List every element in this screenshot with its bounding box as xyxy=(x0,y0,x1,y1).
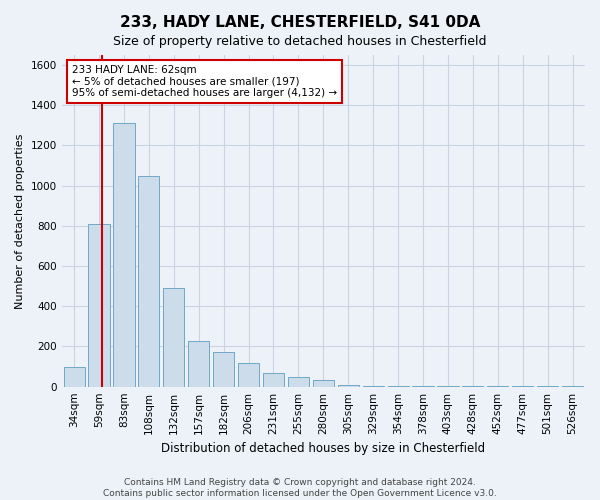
Bar xyxy=(188,342,209,386)
Text: 233 HADY LANE: 62sqm
← 5% of detached houses are smaller (197)
95% of semi-detac: 233 HADY LANE: 62sqm ← 5% of detached ho… xyxy=(72,65,337,98)
Bar xyxy=(263,372,284,386)
Bar xyxy=(238,362,259,386)
Bar xyxy=(113,124,134,386)
Y-axis label: Number of detached properties: Number of detached properties xyxy=(15,133,25,308)
Bar xyxy=(64,366,85,386)
X-axis label: Distribution of detached houses by size in Chesterfield: Distribution of detached houses by size … xyxy=(161,442,485,455)
Bar xyxy=(213,352,234,386)
Bar xyxy=(163,288,184,386)
Bar xyxy=(313,380,334,386)
Text: Size of property relative to detached houses in Chesterfield: Size of property relative to detached ho… xyxy=(113,35,487,48)
Bar xyxy=(88,224,110,386)
Bar xyxy=(288,376,309,386)
Text: Contains HM Land Registry data © Crown copyright and database right 2024.
Contai: Contains HM Land Registry data © Crown c… xyxy=(103,478,497,498)
Bar xyxy=(338,384,359,386)
Bar xyxy=(138,176,160,386)
Text: 233, HADY LANE, CHESTERFIELD, S41 0DA: 233, HADY LANE, CHESTERFIELD, S41 0DA xyxy=(120,15,480,30)
